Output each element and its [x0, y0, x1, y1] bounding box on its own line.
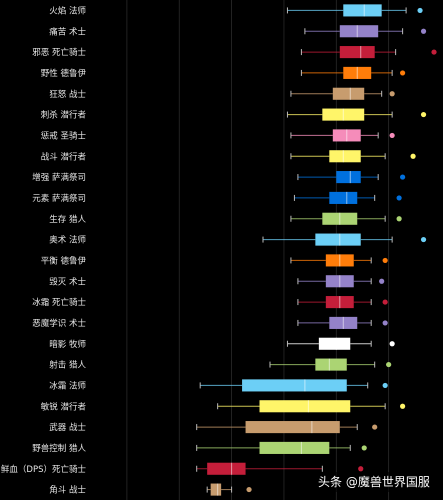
row-label: 狂怒 战士 — [49, 89, 86, 100]
outlier-point — [396, 195, 402, 201]
box-row — [199, 379, 388, 392]
box-row — [206, 483, 252, 496]
outlier-point — [431, 49, 437, 55]
box-row — [196, 421, 378, 434]
row-label: 武器 战士 — [49, 422, 86, 433]
outlier-point — [382, 382, 388, 389]
outlier-point — [410, 153, 416, 159]
row-label: 暗影 牧师 — [49, 339, 86, 350]
watermark: 头条 @魔兽世界国服 — [298, 472, 442, 492]
box — [245, 421, 340, 434]
row-label: 冰霜 死亡骑士 — [32, 297, 86, 308]
row-label: 邪恶 死亡骑士 — [32, 47, 86, 58]
box — [332, 87, 365, 100]
box — [242, 379, 347, 392]
outlier-point — [382, 299, 388, 305]
box — [210, 483, 222, 496]
outlier-point — [420, 236, 427, 243]
box — [207, 462, 246, 475]
outlier-point — [389, 341, 395, 347]
row-label: 生存 猎人 — [49, 214, 86, 225]
row-label: 痛苦 术士 — [49, 26, 86, 37]
box — [315, 233, 361, 246]
box — [259, 400, 351, 413]
outlier-point — [389, 132, 395, 139]
outlier-point — [400, 70, 406, 76]
row-label: 敏锐 潜行者 — [41, 401, 87, 412]
box-row — [293, 191, 402, 204]
row-label: 鲜血（DPS）死亡骑士 — [1, 464, 87, 475]
box-row — [290, 212, 402, 225]
outlier-point — [382, 257, 388, 264]
row-label: 平衡 德鲁伊 — [41, 255, 87, 266]
row-label: 战斗 潜行者 — [41, 151, 87, 162]
grid-lines — [126, 0, 390, 500]
box-row — [196, 441, 367, 454]
box-row — [297, 316, 388, 329]
row-label: 奥术 法师 — [49, 235, 86, 246]
box — [329, 191, 358, 204]
box — [329, 150, 361, 163]
box — [315, 358, 347, 371]
box — [259, 441, 330, 454]
outlier-point — [246, 486, 252, 493]
row-label: 野性 德鲁伊 — [41, 68, 87, 79]
box — [318, 337, 351, 350]
outlier-point — [358, 466, 364, 472]
box-row — [297, 171, 406, 184]
outlier-point — [361, 445, 367, 451]
outlier-point — [389, 91, 395, 97]
row-label: 惩戒 圣骑士 — [41, 130, 87, 141]
box-row — [286, 337, 395, 350]
box-row — [286, 4, 423, 17]
box — [336, 171, 361, 184]
outlier-point — [420, 28, 427, 34]
box — [343, 4, 382, 17]
row-label: 射击 猎人 — [49, 360, 86, 371]
row-label: 恶魔学识 术士 — [32, 318, 86, 329]
outlier-point — [417, 7, 423, 14]
box-row — [300, 66, 406, 79]
box-row — [217, 400, 406, 413]
row-label: 毁灭 术士 — [49, 276, 86, 287]
row-label: 野兽控制 猎人 — [32, 443, 86, 454]
box-row — [297, 296, 388, 309]
box — [339, 46, 375, 59]
outlier-point — [420, 111, 427, 118]
row-label: 角斗 战士 — [49, 485, 86, 496]
outlier-point — [386, 361, 392, 368]
outlier-point — [379, 278, 385, 284]
box-row — [304, 25, 427, 38]
watermark-text: 头条 @魔兽世界国服 — [318, 474, 430, 489]
box-row — [196, 462, 364, 475]
box-row — [269, 358, 392, 371]
row-label: 刺杀 潜行者 — [41, 110, 87, 121]
row-label: 元素 萨满祭司 — [32, 193, 86, 204]
box-series — [196, 4, 437, 496]
box-row — [290, 87, 395, 100]
box-row — [262, 233, 427, 246]
box-row — [297, 275, 385, 288]
box-row — [300, 46, 437, 59]
box-row — [290, 129, 395, 142]
outlier-point — [382, 320, 388, 326]
box-row — [290, 150, 416, 163]
box-row — [290, 254, 388, 267]
outlier-point — [400, 174, 406, 180]
outlier-point — [396, 216, 402, 222]
outlier-point — [372, 424, 378, 430]
row-label: 冰霜 法师 — [49, 380, 86, 391]
row-label: 增强 萨满祭司 — [32, 172, 86, 183]
box — [339, 25, 379, 38]
outlier-point — [400, 403, 406, 409]
box-row — [286, 108, 427, 121]
row-label: 火焰 法师 — [49, 5, 86, 16]
